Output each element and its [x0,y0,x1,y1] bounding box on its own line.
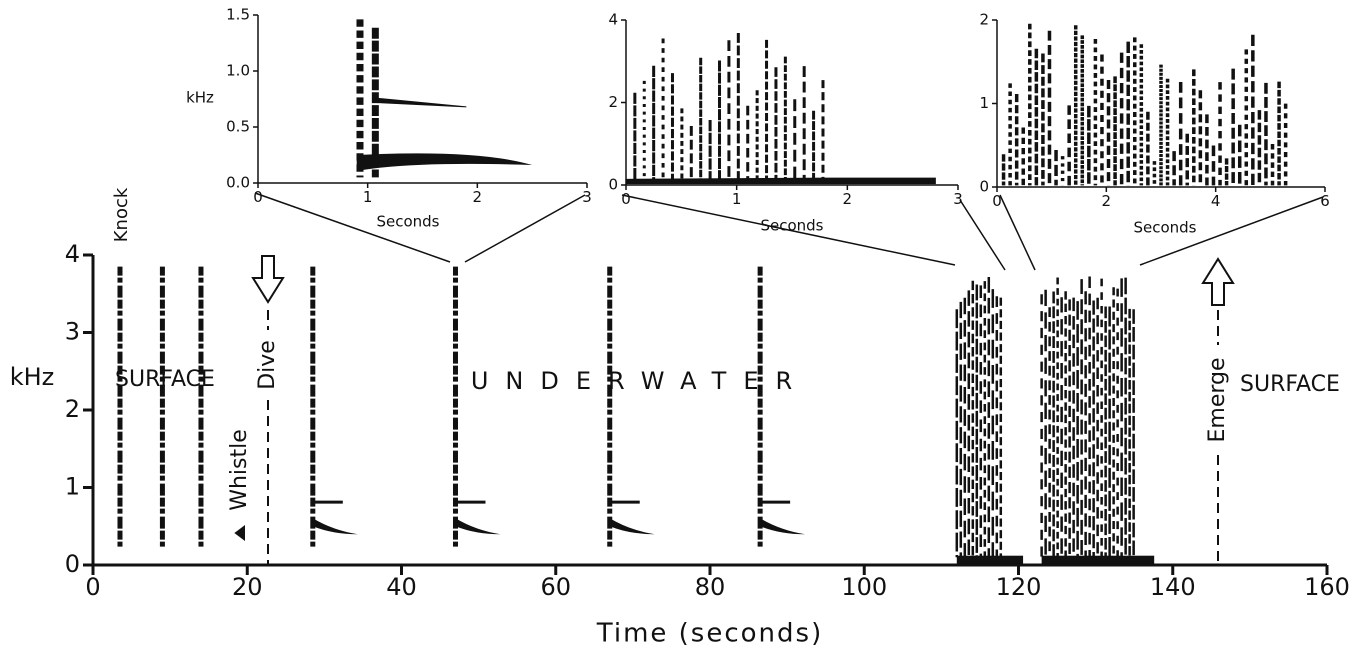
y-tick-label: 2 [979,11,989,29]
connector [464,194,586,263]
y-tick-label: 1.5 [226,6,250,24]
harmonic [312,518,358,535]
x-tick-label: 0 [621,190,631,208]
annotation: UNDERWATER [471,367,809,395]
call [310,266,358,550]
whistle-marker [234,525,245,541]
annotation: SURFACE [115,367,215,392]
x-tick-label: 2 [1102,192,1112,210]
x-tick-label: 120 [996,573,1042,601]
harmonic [455,500,486,504]
annotation: Whistle [227,429,252,511]
x-tick-label: 160 [1304,573,1350,601]
y-tick-label: 1 [65,473,80,501]
x-tick-label: 0 [992,192,1002,210]
harmonic [609,500,640,504]
x-tick-label: 1 [363,188,373,206]
call [452,266,501,550]
y-tick-label: 1 [979,94,989,112]
x-tick-label: 2 [843,190,853,208]
annotation: SURFACE [1240,372,1340,397]
harmonic [760,500,791,504]
x-axis-label: Time (seconds) [596,619,823,649]
y-tick-label: 0.0 [226,174,250,192]
connector [1139,196,1324,266]
x-tick-label: 20 [232,573,263,601]
x-tick-label: 80 [695,573,726,601]
y-axis-label: kHz [186,89,214,107]
connector [254,192,451,263]
x-tick-label: 0 [85,573,100,601]
annotation: Knock [111,187,132,242]
harmonic [312,500,343,504]
connectors [254,192,1324,271]
x-tick-label: 6 [1320,192,1330,210]
burst-base [1041,555,1155,564]
x-axis-label: Seconds [1133,219,1196,237]
x-tick-label: 1 [732,190,742,208]
y-tick-label: 0 [979,178,989,196]
x-tick-label: 60 [540,573,571,601]
harmonic [455,518,501,535]
x-tick-label: 100 [841,573,887,601]
x-tick-label: 40 [386,573,417,601]
x-tick-label: 3 [953,190,963,208]
connector [621,194,956,266]
connector [959,199,1006,271]
spectrum-band [356,153,533,171]
x-tick-label: 3 [582,188,592,206]
harmonic [609,518,655,535]
harmonic [760,518,806,535]
burst [955,277,1024,564]
spectrum-band [626,177,936,185]
y-tick-label: 2 [65,395,80,423]
arrows [234,255,1235,565]
y-tick-label: 0 [608,176,618,194]
connector [999,194,1036,271]
x-axis-label: Seconds [760,217,823,235]
annotation: Dive [255,340,280,390]
dive-arrow [251,255,285,304]
x-tick-label: 4 [1211,192,1221,210]
y-tick-label: 3 [65,318,80,346]
call [757,266,806,550]
y-tick-label: 1.0 [226,62,250,80]
emerge-arrow [1201,257,1235,306]
y-tick-label: 0.5 [226,118,250,136]
x-tick-label: 0 [253,188,263,206]
y-tick-label: 0 [65,550,80,578]
y-tick-label: 2 [608,93,618,111]
burst-base [956,555,1024,564]
spectrum-band [372,97,467,108]
y-tick-label: 4 [65,240,80,268]
burst [1040,276,1155,564]
x-axis-label: Seconds [376,213,439,231]
y-axis-label: kHz [10,363,55,391]
x-tick-label: 2 [473,188,483,206]
y-tick-label: 4 [608,11,618,29]
annotation: Emerge [1205,357,1230,442]
x-tick-label: 140 [1150,573,1196,601]
call [607,266,655,550]
